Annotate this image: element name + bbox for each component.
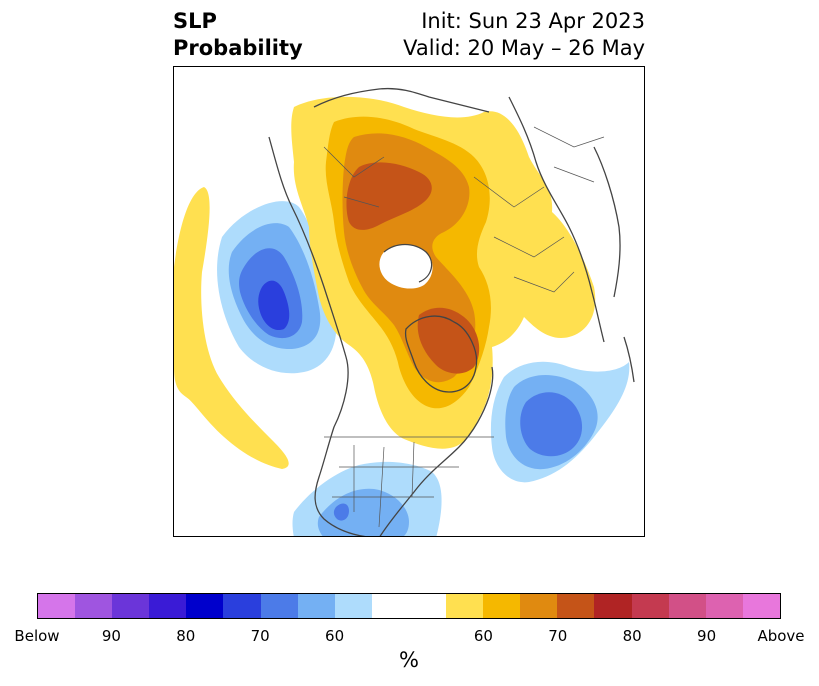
colorbar-segment [483, 594, 521, 618]
probability-map [174, 87, 635, 536]
title-line-1: SLP [173, 9, 217, 33]
colorbar-segment [631, 594, 669, 618]
colorbar-tick-label: 90 [101, 627, 121, 645]
colorbar-segment [38, 594, 76, 618]
pacific-below-90 [258, 280, 290, 331]
colorbar-tick-label: 70 [548, 627, 568, 645]
colorbar-segment [408, 594, 447, 618]
atlantic-below-80 [520, 392, 583, 457]
hudson-above-90 [417, 307, 480, 374]
colorbar-tick-label: 80 [622, 627, 642, 645]
colorbar-tick-label: Below [14, 627, 60, 645]
valid-range: Valid: 20 May – 26 May [403, 36, 645, 60]
us-below-80 [333, 503, 349, 521]
map-title: SLP Probability [173, 8, 303, 62]
colorbar-segment [149, 594, 187, 618]
colorbar-segment [334, 594, 372, 618]
colorbar-segment [223, 594, 261, 618]
colorbar-segment [371, 594, 409, 618]
forecast-dates: Init: Sun 23 Apr 2023 Valid: 20 May – 26… [403, 8, 645, 62]
colorbar-unit-label: % [399, 648, 419, 672]
borders [323, 126, 605, 528]
colorbar-segment [446, 594, 484, 618]
colorbar-segment [297, 594, 335, 618]
colorbar-segment [260, 594, 298, 618]
polar-neutral-gap [379, 244, 433, 289]
colorbar-segment [742, 594, 780, 618]
colorbar-segment [668, 594, 706, 618]
colorbar [37, 593, 781, 619]
colorbar-segment [112, 594, 150, 618]
colorbar-segment [186, 594, 224, 618]
colorbar-segment [705, 594, 743, 618]
map-panel [173, 66, 645, 537]
us-below-70 [317, 488, 409, 536]
colorbar-segment [557, 594, 595, 618]
colorbar-tick-label: 60 [325, 627, 345, 645]
coastlines [268, 87, 635, 536]
colorbar-segment [594, 594, 632, 618]
colorbar-tick-label: Above [757, 627, 805, 645]
colorbar-segment [520, 594, 558, 618]
colorbar-tick-label: 90 [697, 627, 717, 645]
init-date: Init: Sun 23 Apr 2023 [421, 9, 645, 33]
title-line-2: Probability [173, 36, 303, 60]
colorbar-tick-label: 70 [250, 627, 270, 645]
colorbar-tick-label: 80 [176, 627, 196, 645]
colorbar-tick-label: 60 [473, 627, 493, 645]
arctic-above-90-north [346, 162, 432, 230]
colorbar-segment [75, 594, 113, 618]
pacific-above-band [174, 187, 289, 469]
